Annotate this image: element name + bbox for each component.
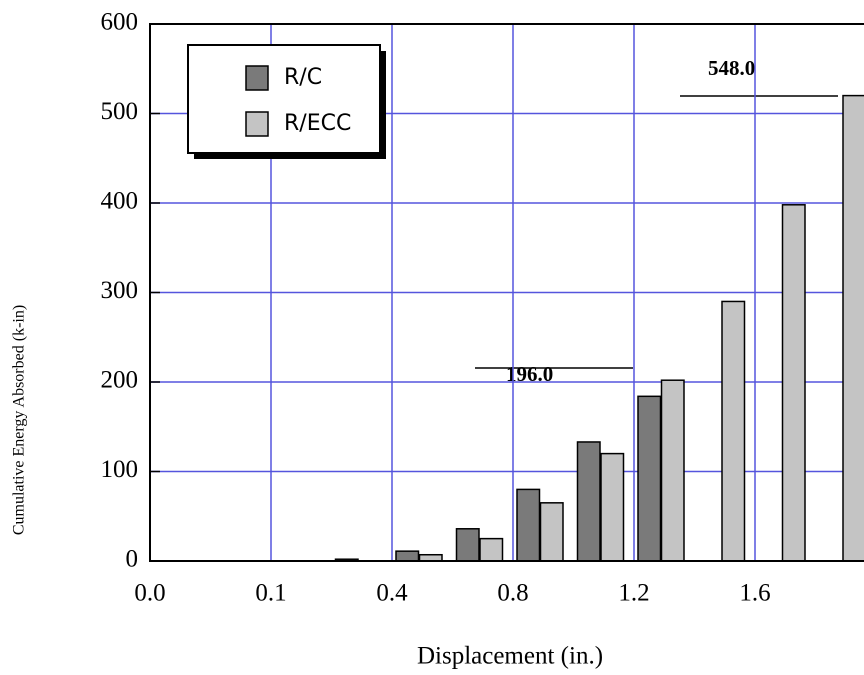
x-axis-label: Displacement (in.) bbox=[417, 643, 603, 670]
bar bbox=[539, 502, 564, 562]
x-tick-label: 0.4 bbox=[376, 580, 408, 607]
y-axis-label: Cumulative Energy Absorbed (k-in) bbox=[11, 305, 28, 535]
x-tick-label: 1.6 bbox=[739, 580, 770, 607]
legend-swatch bbox=[245, 65, 269, 91]
bar bbox=[637, 395, 662, 562]
y-tick-label: 0 bbox=[126, 546, 139, 573]
annotation: 548.0 bbox=[708, 56, 755, 80]
bar bbox=[516, 488, 541, 562]
y-tick-label: 500 bbox=[101, 98, 139, 125]
y-tick-label: 200 bbox=[101, 367, 139, 394]
bar bbox=[455, 528, 480, 562]
x-tick-label: 0.8 bbox=[497, 580, 528, 607]
legend-swatch bbox=[245, 111, 269, 137]
bar bbox=[576, 441, 601, 562]
y-tick-label: 300 bbox=[101, 277, 139, 304]
y-tick-label: 400 bbox=[101, 188, 139, 215]
plot-frame bbox=[149, 23, 864, 562]
bar bbox=[600, 452, 625, 562]
y-tick-label: 100 bbox=[101, 456, 139, 483]
bar bbox=[660, 379, 685, 562]
x-tick-label: 1.2 bbox=[618, 580, 649, 607]
bar bbox=[721, 300, 746, 562]
bar bbox=[781, 204, 806, 562]
bar bbox=[395, 550, 420, 562]
x-tick-label: 0.0 bbox=[134, 580, 165, 607]
legend-label: R/ECC bbox=[284, 111, 351, 136]
y-tick-label: 600 bbox=[101, 9, 139, 36]
bar bbox=[479, 537, 504, 562]
legend bbox=[187, 44, 381, 154]
bar bbox=[842, 94, 864, 562]
x-tick-label: 0.1 bbox=[255, 580, 286, 607]
legend-label: R/C bbox=[284, 65, 322, 90]
